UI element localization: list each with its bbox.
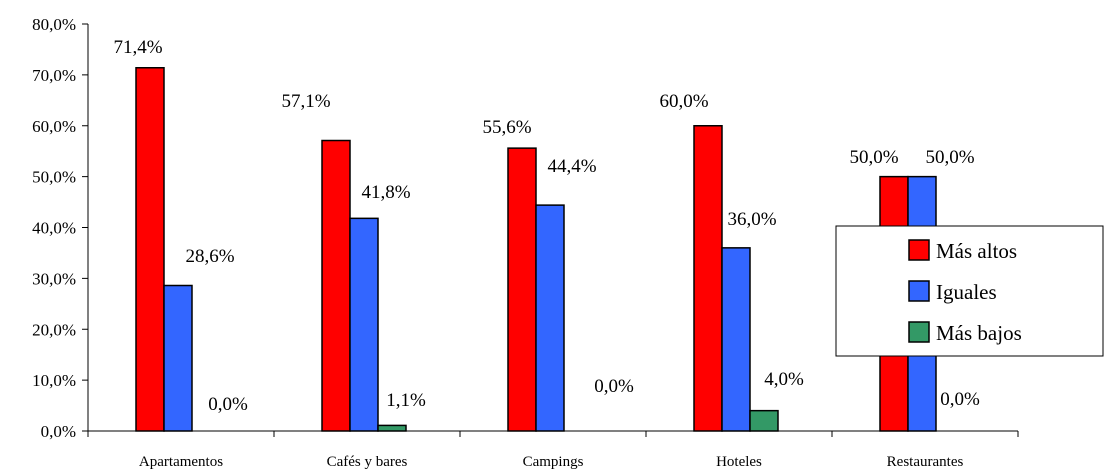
y-axis: 0,0% 10,0% 20,0% 30,0% 40,0% 50,0% 60,0% 70,0% 8… xyxy=(32,15,89,441)
data-label: 60,0% xyxy=(659,91,708,112)
data-label: 28,6% xyxy=(185,246,234,267)
legend-swatch xyxy=(908,321,930,343)
data-label: 57,1% xyxy=(281,91,330,112)
bars-layer xyxy=(135,67,937,432)
data-label: 41,8% xyxy=(361,182,410,203)
bar xyxy=(163,284,193,432)
legend: Más altos Iguales Más bajos xyxy=(835,225,1104,357)
y-tick-label: 10,0% xyxy=(32,371,76,390)
bar xyxy=(535,204,565,432)
x-tick-label: Cafés y bares xyxy=(327,454,408,470)
legend-swatch xyxy=(908,239,930,261)
y-tick-label: 70,0% xyxy=(32,66,76,85)
bar xyxy=(721,247,751,432)
legend-box xyxy=(835,225,1104,357)
data-label: 71,4% xyxy=(113,37,162,58)
y-tick-label: 60,0% xyxy=(32,117,76,136)
x-tick-label: Campings xyxy=(523,454,584,470)
data-label: 0,0% xyxy=(594,376,634,397)
bar xyxy=(693,125,723,432)
bar xyxy=(349,217,379,432)
data-label: 0,0% xyxy=(208,394,248,415)
data-label: 4,0% xyxy=(764,369,804,390)
y-tick-label: 20,0% xyxy=(32,320,76,339)
legend-label: Iguales xyxy=(936,280,997,304)
x-tick-label: Restaurantes xyxy=(887,454,964,470)
bar xyxy=(321,139,351,432)
bar xyxy=(749,409,779,432)
bar xyxy=(377,424,407,432)
data-label: 36,0% xyxy=(727,209,776,230)
data-label: 0,0% xyxy=(940,389,980,410)
y-tick-label: 40,0% xyxy=(32,219,76,238)
data-label: 50,0% xyxy=(849,147,898,168)
bar xyxy=(507,147,537,432)
legend-swatch xyxy=(908,280,930,302)
data-label: 55,6% xyxy=(482,117,531,138)
data-label: 44,4% xyxy=(547,156,596,177)
data-label: 1,1% xyxy=(386,390,426,411)
x-tick-label: Apartamentos xyxy=(139,454,223,470)
legend-label: Más altos xyxy=(936,239,1017,263)
y-tick-label: 80,0% xyxy=(32,15,76,34)
x-tick-label: Hoteles xyxy=(716,454,762,470)
bar xyxy=(135,67,165,432)
y-tick-label: 0,0% xyxy=(41,422,76,441)
data-label: 50,0% xyxy=(925,147,974,168)
data-labels-layer: 71,4% 28,6% 0,0% 57,1% 41,8% 1,1% 55,6% 44,4% 0,… xyxy=(113,37,980,415)
y-tick-label: 50,0% xyxy=(32,168,76,187)
x-axis: Apartamentos Cafés y bares Campings Hoteles… xyxy=(87,430,1019,470)
y-tick-label: 30,0% xyxy=(32,269,76,288)
legend-label: Más bajos xyxy=(936,321,1022,345)
